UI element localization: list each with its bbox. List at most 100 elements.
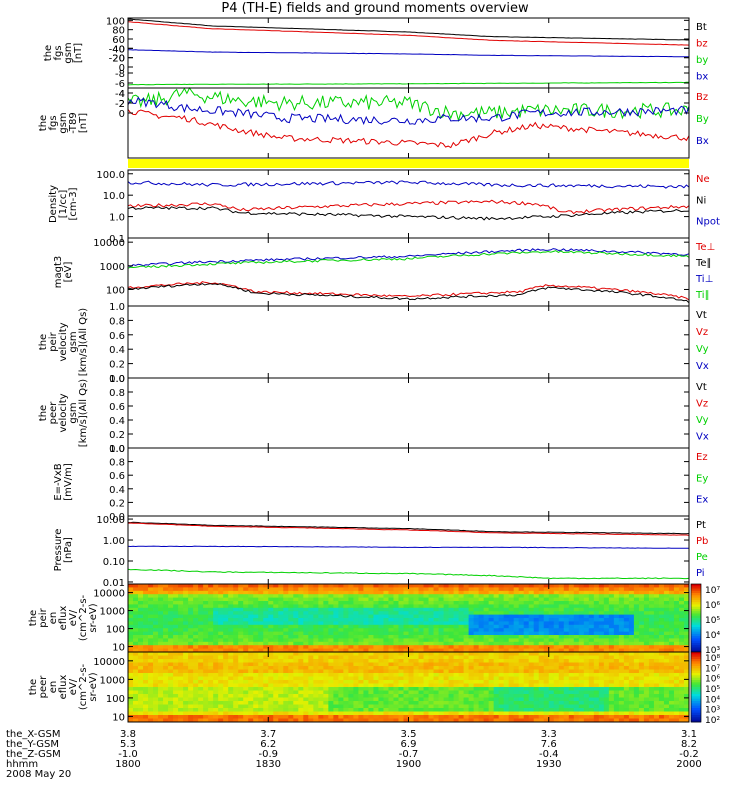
y-tick-label: 100 xyxy=(106,625,125,636)
y-axis-label: eV/ xyxy=(68,678,79,695)
y-tick-label: 0.0 xyxy=(109,374,125,385)
legend-temp-1: Te∥ xyxy=(695,258,712,269)
colorbar-label: 10⁴ xyxy=(705,695,720,705)
y-axis-label: (cm^2-s- xyxy=(78,663,89,710)
y-axis-label: the xyxy=(38,334,49,350)
footer-value: -0.4 xyxy=(539,749,559,760)
legend-efield-1: Ey xyxy=(696,473,708,484)
footer-value: 1800 xyxy=(115,759,140,770)
y-tick-label: 1.0 xyxy=(109,302,125,313)
legend-peer_vel-2: Vy xyxy=(696,415,709,426)
y-tick-label: 100.0 xyxy=(96,170,125,181)
footer-row-label: the_Z-GSM xyxy=(6,749,61,760)
y-tick-label: 100 xyxy=(106,694,125,705)
y-tick-label: 0.6 xyxy=(109,402,125,413)
footer-row-label: the_X-GSM xyxy=(6,729,60,740)
footer-value: 7.6 xyxy=(541,739,557,750)
y-tick-label: -20 xyxy=(109,54,125,65)
footer-value: 5.3 xyxy=(120,739,136,750)
series-line-pressure-1 xyxy=(127,522,690,536)
colorbar: 10⁷ 10⁶ 10⁵ 10⁴ 10³ xyxy=(690,583,720,656)
legend-fgs_dsl-2: Bx xyxy=(696,136,709,147)
panel-density: Ne Ni Npot 100.0 10.0 1.0 0.1 Density [1/cc] [cm-… xyxy=(48,169,720,245)
footer-value: 3.8 xyxy=(120,729,136,740)
colorbar-label: 10⁵ xyxy=(705,616,720,626)
y-axis-label: [nPa] xyxy=(63,537,74,563)
footer-value: 3.1 xyxy=(681,729,697,740)
y-tick-label: 10000 xyxy=(93,589,125,600)
y-tick-label: -6 xyxy=(115,79,125,90)
y-tick-label: 100 xyxy=(106,285,125,296)
y-axis-label: gsm xyxy=(68,402,79,423)
y-tick-label: 1.0 xyxy=(109,444,125,455)
y-tick-label: 0.1 xyxy=(109,234,125,245)
y-axis-label: Pressure xyxy=(53,529,64,572)
y-tick-label: 0.01 xyxy=(103,578,125,589)
y-tick-label: 1000 xyxy=(100,607,125,618)
footer-table: the_X-GSM 3.8 3.7 3.5 3.3 3.1 the_Y-GSM 5.3 6.2 6… xyxy=(6,729,702,780)
legend-fgs-2: by xyxy=(696,55,708,66)
y-tick-label: 0 xyxy=(119,63,125,74)
y-axis-label: gsm xyxy=(58,112,69,133)
y-tick-label: 20 xyxy=(112,54,125,65)
date-label: 2008 May 20 xyxy=(6,769,71,780)
y-axis-label: the xyxy=(38,115,49,131)
y-axis-label: peir xyxy=(48,331,59,351)
y-tick-label: 0.0 xyxy=(109,512,125,523)
y-axis-label: en xyxy=(48,681,59,694)
y-tick-label: 0.2 xyxy=(109,430,125,441)
y-axis-label: -T89 xyxy=(68,112,79,134)
panel-pressure: Pt Pb Pe Pi 10.00 1.00 0.10 0.01 Pressure [nPa] xyxy=(53,515,708,589)
series-line-fgs_dsl-1 xyxy=(127,87,690,123)
y-axis-label: [eV] xyxy=(63,262,74,283)
y-tick-label: 0.2 xyxy=(109,360,125,371)
legend-temp-2: Ti⊥ xyxy=(695,274,713,285)
legend-fgs-1: bz xyxy=(696,39,708,50)
series-line-fgs-3 xyxy=(128,49,690,58)
legend-peir_vel-1: Vz xyxy=(696,327,708,338)
y-tick-label: 10.00 xyxy=(96,515,125,526)
y-tick-label: 0 xyxy=(119,109,125,120)
legend-temp-3: Ti∥ xyxy=(695,290,710,301)
y-axis-label: sr-eV) xyxy=(88,603,99,632)
y-tick-label: 0.4 xyxy=(109,485,125,496)
footer-value: -1.0 xyxy=(118,749,138,760)
legend-pressure-1: Pb xyxy=(696,536,708,547)
legend-peer_vel-3: Vx xyxy=(696,432,709,443)
colorbar-label: 10³ xyxy=(705,646,720,656)
y-tick-label: 0.6 xyxy=(109,331,125,342)
legend-fgs-3: bx xyxy=(696,72,708,83)
panel-fgs_dsl: Bz By Bx 420-2-4-6-8 the fgs gsm -T89 [nT] xyxy=(38,69,709,159)
y-tick-label: -4 xyxy=(115,89,125,100)
y-axis-label: Density xyxy=(48,185,59,223)
series-line-temp-1 xyxy=(128,282,690,304)
y-axis-label: sr-eV) xyxy=(88,672,99,701)
legend-efield-2: Ex xyxy=(696,495,708,506)
y-axis-label: the xyxy=(28,610,39,626)
y-axis-label: gsm xyxy=(63,42,74,63)
colorbar-label: 10³ xyxy=(705,706,720,716)
y-tick-label: 0.8 xyxy=(109,388,125,399)
series-line-temp-3 xyxy=(127,250,690,269)
y-tick-label: 100 xyxy=(106,16,125,27)
legend-peir_vel-3: Vx xyxy=(696,361,709,372)
y-axis-label: the xyxy=(38,405,49,421)
footer-value: 1900 xyxy=(396,759,421,770)
colorbar-label: 10⁶ xyxy=(705,675,720,685)
panel-peer_vel: Vt Vz Vy Vx 1.0 0.8 0.6 0.4 0.2 0.0 the peer velocit… xyxy=(38,374,709,455)
y-tick-label: 0.4 xyxy=(109,345,125,356)
y-axis-label: [km/s](All Qs) xyxy=(78,379,89,447)
data-quality-bar xyxy=(128,159,689,168)
y-axis-label: (cm^2-s- xyxy=(78,594,89,641)
y-tick-label: 60 xyxy=(112,35,125,46)
footer-value: -0.7 xyxy=(399,749,419,760)
y-axis-label: [1/cc] xyxy=(58,190,69,219)
page-title: P4 (TH-E) fields and ground moments over… xyxy=(221,1,529,16)
y-tick-label: 4 xyxy=(119,89,125,100)
y-tick-label: 10 xyxy=(112,712,125,723)
y-axis-label: eV/ xyxy=(68,609,79,626)
footer-value: 6.9 xyxy=(401,739,417,750)
footer-value: 2000 xyxy=(676,759,701,770)
y-axis-label: the xyxy=(43,45,54,61)
